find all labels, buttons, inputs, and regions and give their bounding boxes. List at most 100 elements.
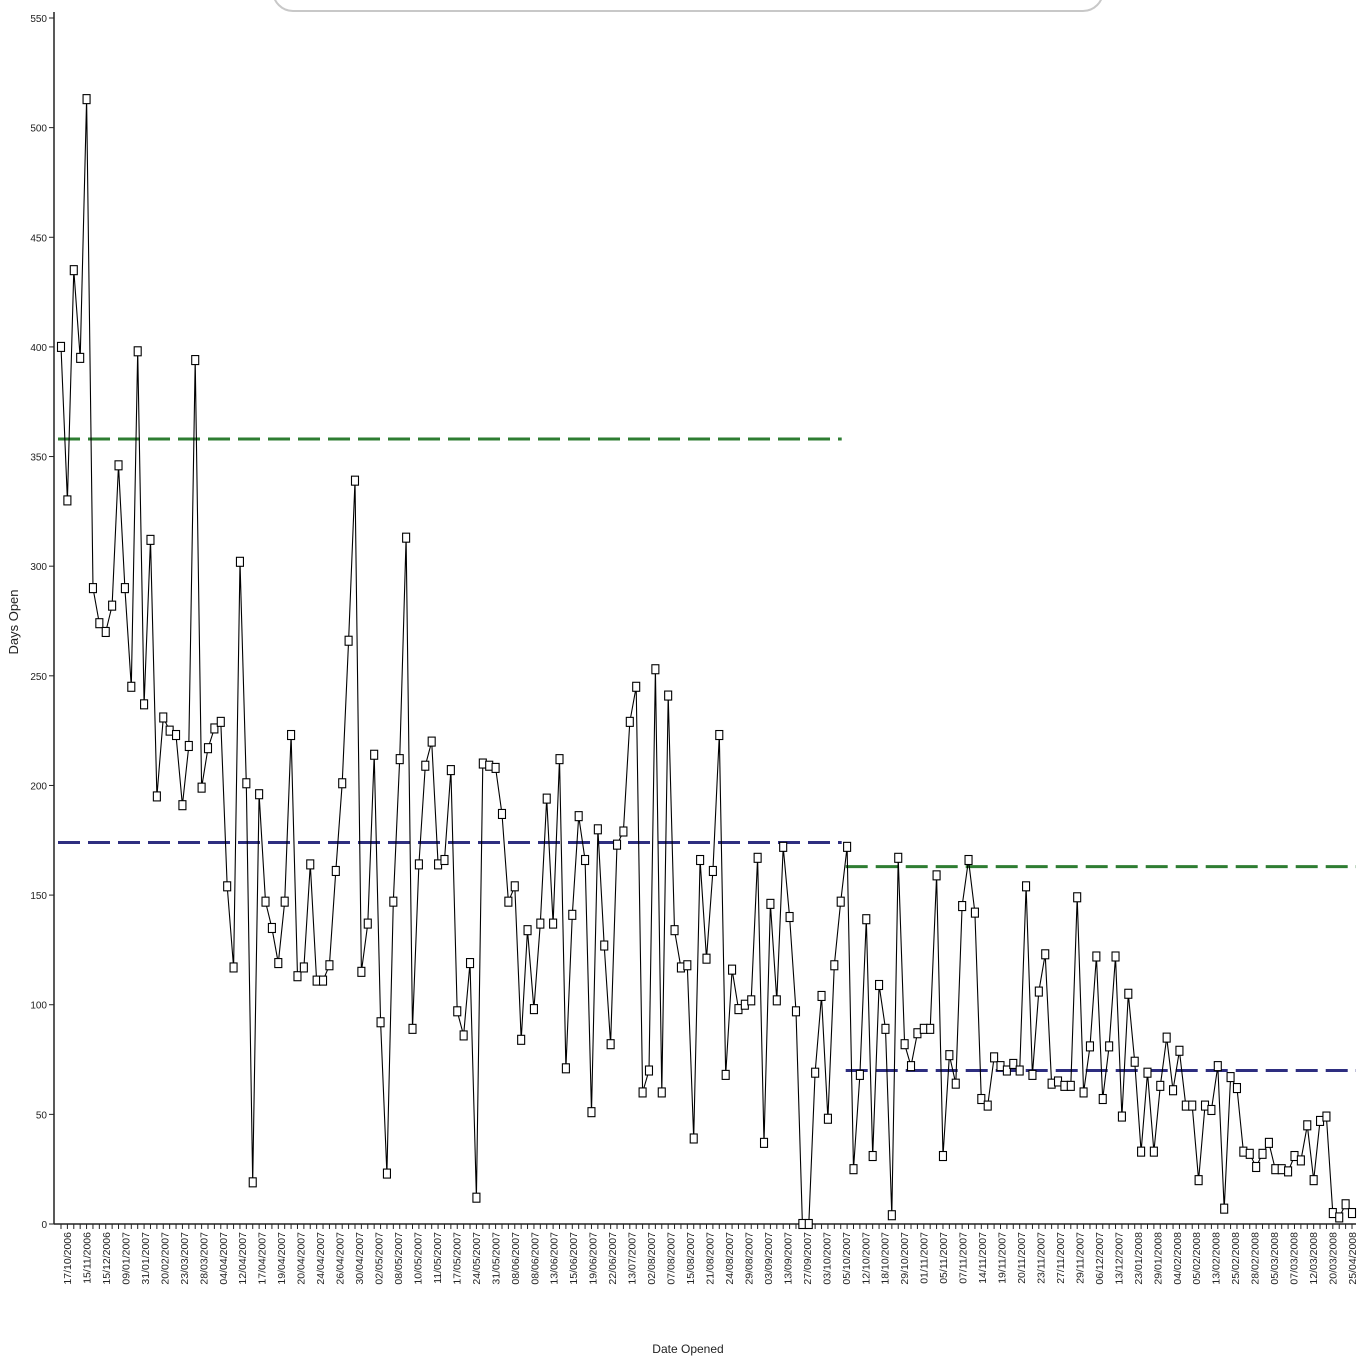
data-point bbox=[1124, 988, 1133, 999]
x-tick-label: 07/03/2008 bbox=[1289, 1232, 1301, 1285]
x-tick-label: 14/11/2007 bbox=[977, 1232, 989, 1284]
data-point bbox=[1028, 1069, 1037, 1080]
data-point bbox=[708, 865, 717, 877]
data-point bbox=[1156, 1080, 1165, 1091]
x-tick-label: 13/02/2008 bbox=[1211, 1232, 1223, 1285]
data-point bbox=[887, 1210, 896, 1221]
data-point bbox=[1232, 1083, 1242, 1094]
x-tick-label: 02/05/2007 bbox=[374, 1232, 386, 1285]
data-point bbox=[331, 865, 340, 877]
data-point bbox=[261, 896, 270, 907]
data-point bbox=[120, 583, 129, 594]
data-point bbox=[1041, 949, 1050, 960]
data-point bbox=[906, 1061, 916, 1072]
x-tick-label: 03/10/2007 bbox=[821, 1232, 833, 1285]
data-point bbox=[529, 1004, 538, 1015]
data-point bbox=[900, 1039, 909, 1050]
data-point bbox=[350, 475, 360, 486]
x-tick-label: 23/03/2007 bbox=[179, 1232, 191, 1285]
data-point bbox=[721, 1069, 730, 1080]
data-point bbox=[791, 1006, 801, 1017]
data-point bbox=[325, 960, 334, 971]
data-point bbox=[1168, 1085, 1178, 1096]
data-point bbox=[184, 740, 193, 752]
data-point bbox=[280, 896, 289, 907]
data-point bbox=[600, 940, 609, 951]
data-point bbox=[561, 1063, 570, 1074]
x-tick-label: 17/04/2007 bbox=[257, 1232, 269, 1285]
data-point bbox=[632, 681, 641, 692]
data-point bbox=[536, 918, 545, 929]
x-tick-label: 12/04/2007 bbox=[237, 1232, 249, 1285]
top-frame-decoration bbox=[272, 0, 1104, 12]
y-tick-label: 250 bbox=[30, 672, 47, 683]
x-tick-label: 19/11/2007 bbox=[997, 1232, 1009, 1284]
data-point bbox=[1194, 1175, 1203, 1186]
data-point bbox=[1213, 1061, 1222, 1072]
data-point bbox=[1105, 1041, 1114, 1052]
data-point bbox=[574, 811, 583, 822]
data-point bbox=[306, 859, 315, 870]
x-tick-label: 29/08/2007 bbox=[743, 1232, 755, 1285]
data-point bbox=[1098, 1093, 1107, 1105]
data-point bbox=[197, 782, 206, 793]
data-point bbox=[875, 979, 884, 991]
data-point bbox=[542, 793, 551, 804]
data-point bbox=[203, 743, 213, 754]
data-point bbox=[497, 808, 507, 820]
data-point bbox=[843, 841, 852, 852]
data-point bbox=[651, 664, 660, 675]
data-point bbox=[446, 765, 455, 776]
x-tick-label: 01/11/2007 bbox=[919, 1232, 931, 1284]
x-tick-label: 22/06/2007 bbox=[607, 1232, 619, 1285]
data-point bbox=[638, 1087, 647, 1098]
data-series bbox=[56, 94, 1357, 1230]
data-point bbox=[1149, 1146, 1158, 1157]
data-point bbox=[855, 1069, 864, 1080]
y-tick-label: 100 bbox=[30, 1001, 47, 1012]
data-point bbox=[664, 690, 673, 701]
x-tick-label: 23/01/2008 bbox=[1133, 1232, 1145, 1285]
data-point bbox=[1162, 1032, 1171, 1043]
data-point bbox=[894, 852, 903, 863]
axes bbox=[53, 12, 1356, 1229]
data-point bbox=[178, 800, 187, 811]
data-point bbox=[1303, 1120, 1312, 1131]
data-point bbox=[625, 716, 634, 727]
x-tick-label: 24/05/2007 bbox=[471, 1232, 483, 1285]
x-tick-label: 13/07/2007 bbox=[627, 1232, 639, 1285]
data-point bbox=[459, 1030, 468, 1041]
x-tick-label: 02/08/2007 bbox=[646, 1232, 658, 1285]
x-tick-label: 26/04/2007 bbox=[335, 1232, 347, 1285]
data-point bbox=[108, 600, 117, 611]
data-point bbox=[88, 583, 98, 594]
data-point bbox=[1130, 1056, 1139, 1067]
data-point bbox=[1188, 1100, 1197, 1111]
data-point bbox=[568, 909, 577, 920]
data-point bbox=[836, 896, 845, 907]
data-point bbox=[747, 995, 756, 1006]
data-point bbox=[1002, 1065, 1011, 1076]
x-tick-label: 08/06/2007 bbox=[529, 1232, 541, 1285]
data-point bbox=[159, 712, 168, 723]
x-tick-label: 20/03/2008 bbox=[1328, 1232, 1340, 1285]
data-point bbox=[382, 1168, 391, 1179]
data-point bbox=[1207, 1104, 1216, 1116]
data-point bbox=[581, 854, 590, 866]
data-point bbox=[1322, 1111, 1331, 1122]
data-point bbox=[945, 1050, 954, 1061]
x-tick-label: 08/05/2007 bbox=[393, 1232, 405, 1285]
data-point bbox=[990, 1052, 999, 1063]
data-point bbox=[69, 265, 78, 276]
x-tick-label: 12/10/2007 bbox=[860, 1232, 872, 1285]
series-line bbox=[60, 99, 1353, 1225]
x-tick-label: 20/11/2007 bbox=[1016, 1232, 1028, 1284]
data-point bbox=[510, 881, 519, 892]
x-tick-label: 31/01/2007 bbox=[140, 1232, 152, 1285]
data-point bbox=[363, 918, 372, 929]
data-point bbox=[1137, 1146, 1146, 1157]
data-point bbox=[549, 918, 558, 929]
data-point bbox=[191, 355, 200, 366]
